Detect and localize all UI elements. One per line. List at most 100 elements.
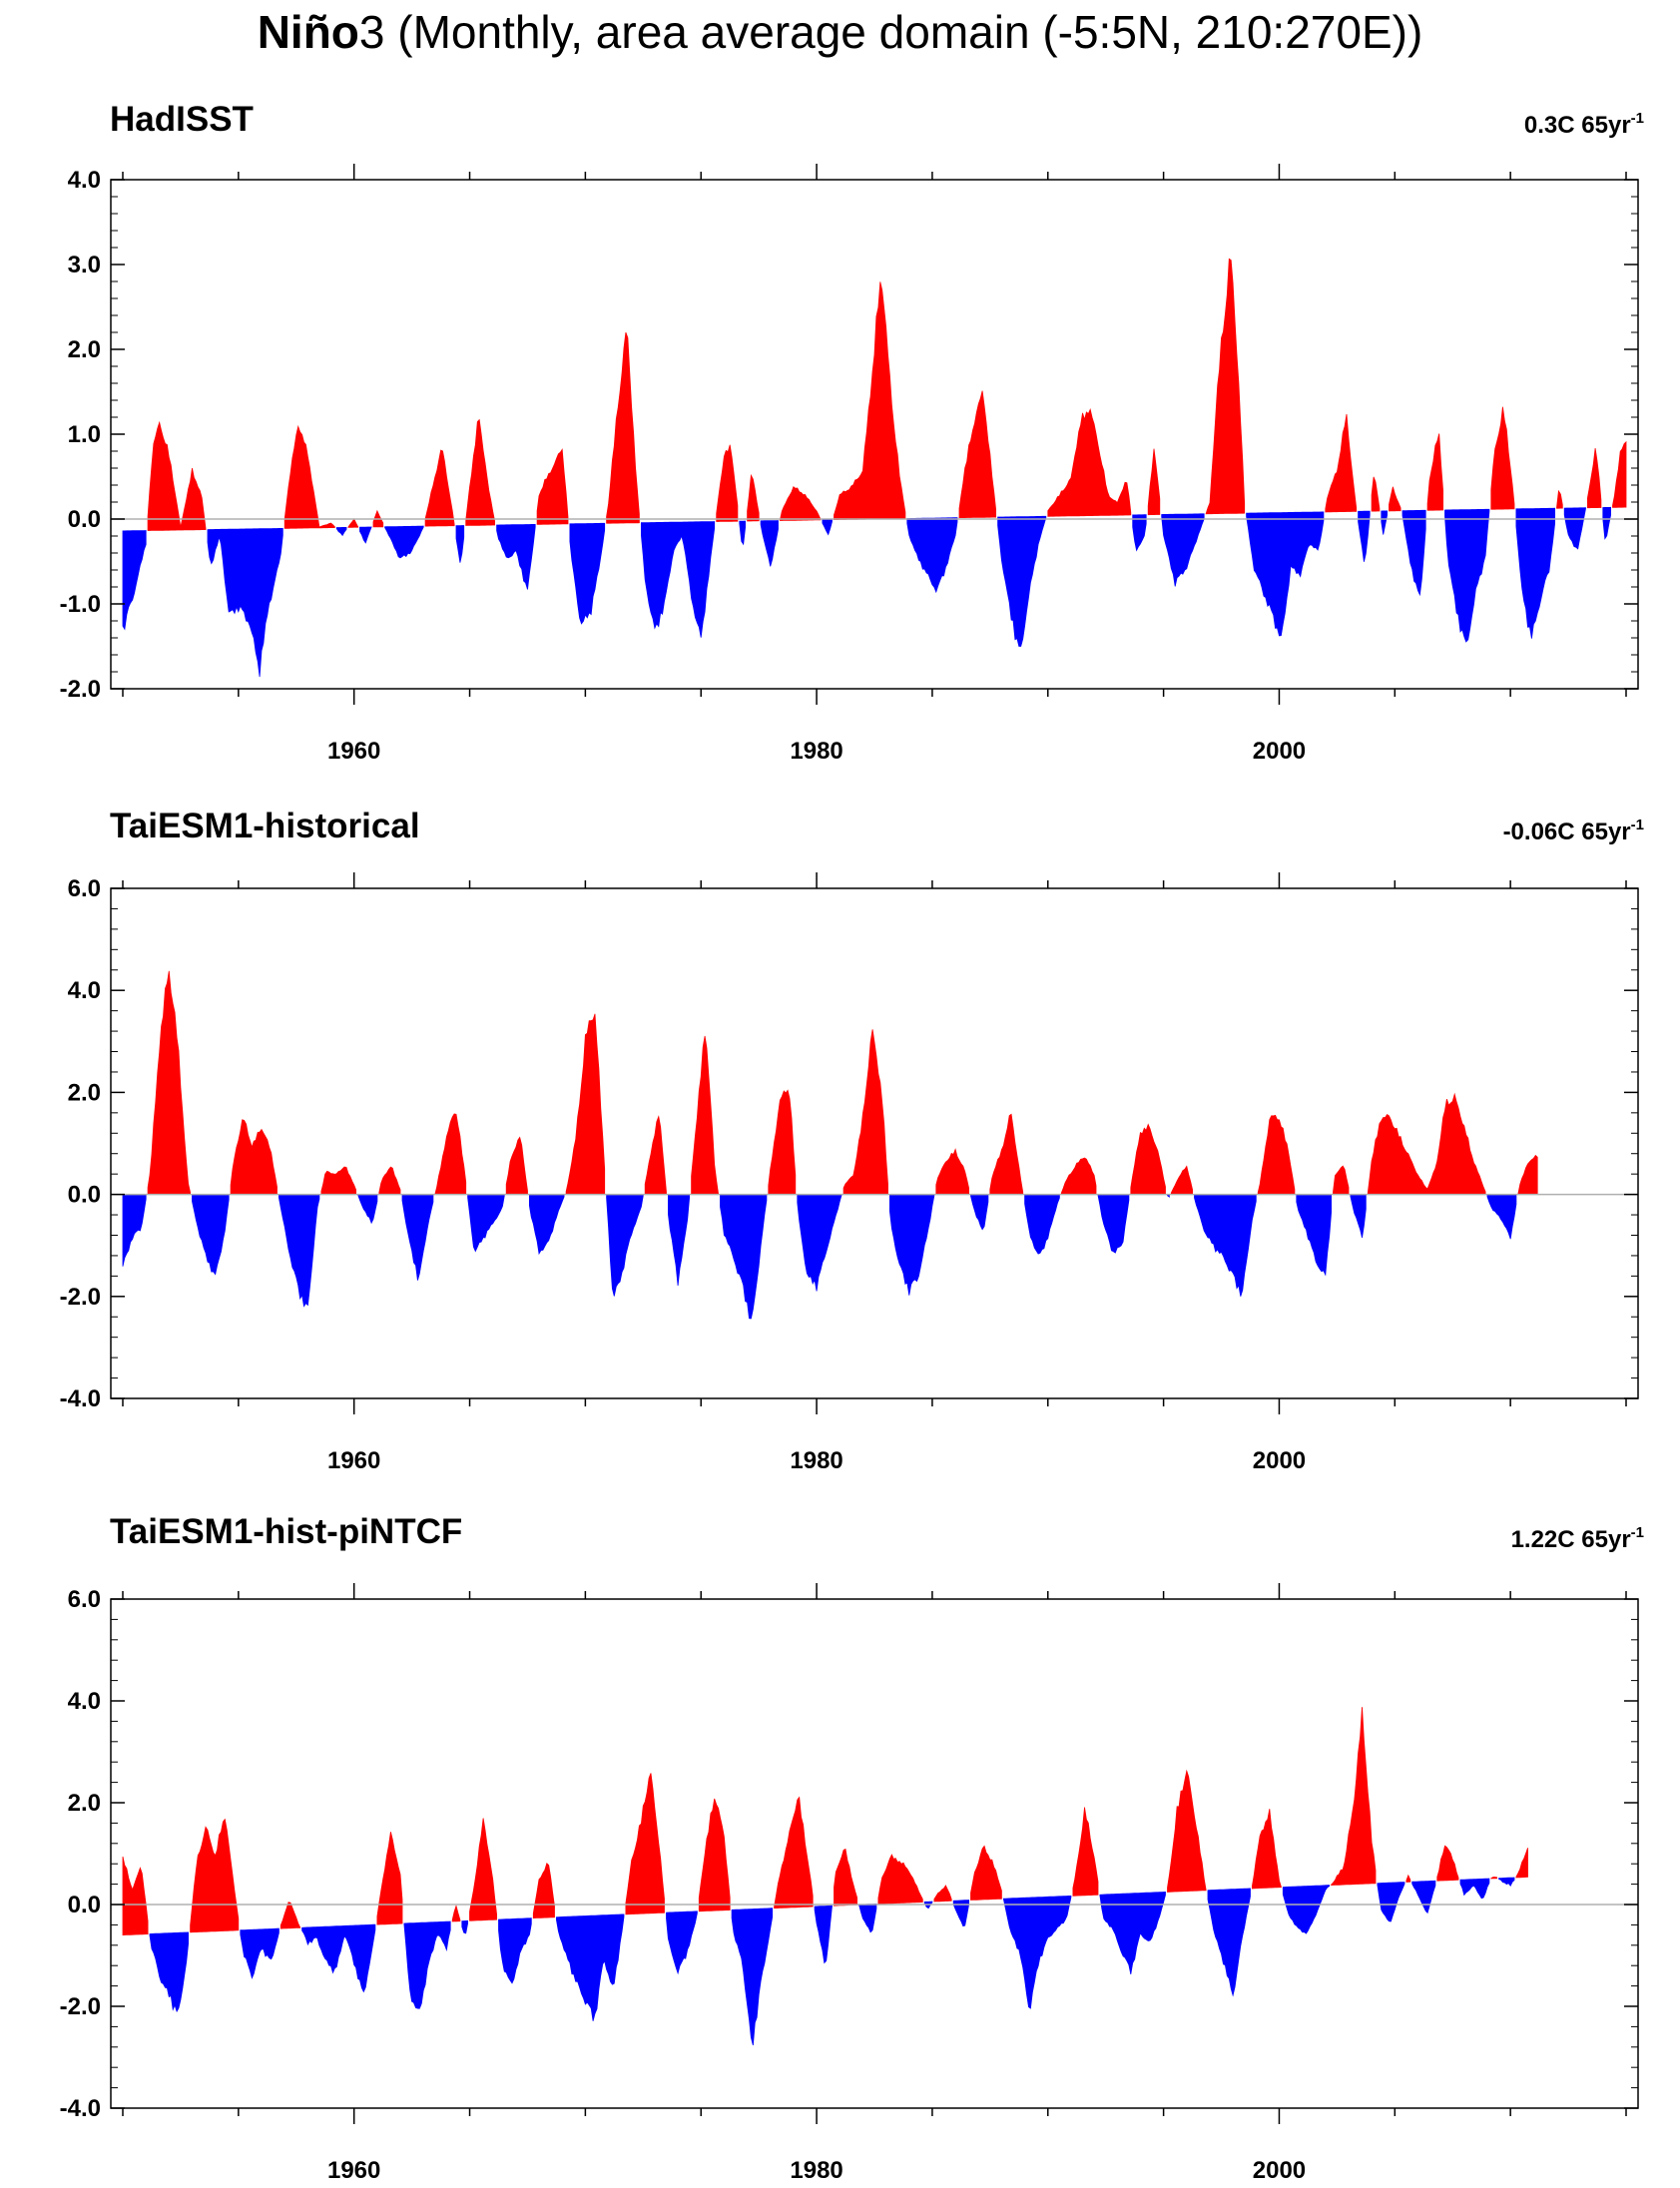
trend-exponent: -1 (1630, 817, 1644, 833)
panel-title-taiesm1-hist-pintcf: TaiESM1-hist-piNTCF (110, 1512, 463, 1551)
negative-anomaly-area (1401, 509, 1426, 597)
negative-anomaly-area (403, 1920, 451, 2009)
negative-anomaly-area (1459, 1878, 1490, 1900)
negative-anomaly-area (666, 1911, 698, 1975)
negative-anomaly-area (720, 1194, 768, 1320)
x-tick-label: 1960 (327, 1447, 380, 1474)
y-tick-label: -2.0 (60, 1284, 101, 1311)
positive-anomaly-area (1167, 1769, 1207, 1893)
positive-anomaly-area (1060, 1157, 1097, 1195)
positive-anomaly-area (1490, 1877, 1497, 1880)
negative-anomaly-area (1411, 1880, 1436, 1914)
negative-anomaly-area (1602, 506, 1611, 540)
chart-panel-taiesm1-historical: -4.0 -2.0 0.0 2.0 4.0 6.0 1960 1980 2000 (60, 872, 1639, 1474)
trend-value: 0.3C 65yr (1523, 112, 1631, 139)
negative-anomaly-area (970, 1194, 989, 1231)
trend-label-hadisst: 0.3C 65yr-1 (1524, 104, 1644, 141)
positive-anomaly-area (774, 1796, 814, 1909)
negative-anomaly-area (122, 1194, 147, 1267)
x-tick-label: 1980 (790, 738, 842, 765)
negative-anomaly-area (760, 520, 779, 567)
y-tick-label: 0.0 (68, 1892, 101, 1918)
positive-anomaly-area (283, 424, 335, 529)
positive-anomaly-area (1325, 413, 1358, 513)
negative-anomaly-area (606, 1194, 644, 1297)
positive-anomaly-area (691, 1035, 719, 1195)
positive-anomaly-area (834, 1848, 857, 1907)
positive-anomaly-area (1072, 1807, 1099, 1897)
x-tick-label: 2000 (1253, 1447, 1306, 1474)
positive-anomaly-area (1490, 406, 1515, 510)
y-tick-label: 6.0 (68, 875, 101, 902)
negative-anomaly-area (1444, 508, 1490, 643)
negative-anomaly-area (1161, 513, 1205, 587)
negative-anomaly-area (889, 1194, 935, 1296)
positive-anomaly-area (877, 1854, 923, 1905)
positive-anomaly-area (958, 390, 996, 519)
negative-anomaly-area (496, 524, 536, 590)
positive-anomaly-area (434, 1113, 467, 1195)
negative-anomaly-area (739, 520, 746, 546)
positive-anomaly-area (1331, 1707, 1377, 1887)
negative-anomaly-area (279, 1194, 320, 1308)
negative-anomaly-area (1350, 1194, 1367, 1238)
positive-anomaly-area (1047, 407, 1132, 517)
positive-anomaly-area (347, 518, 358, 528)
positive-anomaly-area (230, 1119, 278, 1195)
positive-anomaly-area (1426, 433, 1443, 511)
negative-anomaly-area (814, 1905, 833, 1964)
negative-anomaly-area (1024, 1194, 1060, 1255)
negative-anomaly-area (529, 1194, 565, 1256)
panel-title-hadisst: HadISST (110, 100, 254, 139)
plot-frame (110, 1598, 1639, 2109)
positive-anomaly-area (465, 418, 495, 526)
positive-anomaly-area (469, 1818, 497, 1921)
negative-anomaly-area (906, 517, 958, 594)
positive-anomaly-area (842, 1029, 888, 1195)
positive-anomaly-area (378, 1166, 401, 1195)
negative-anomaly-area (1097, 1194, 1130, 1254)
positive-anomaly-area (1130, 1123, 1166, 1195)
trend-label-taiesm1-hist-pintcf: 1.22C 65yr-1 (1511, 1518, 1644, 1555)
positive-anomaly-area (1405, 1874, 1411, 1883)
y-tick-label: 1.0 (68, 421, 101, 448)
positive-anomaly-area (147, 420, 207, 531)
y-tick-label: 2.0 (68, 336, 101, 363)
negative-anomaly-area (1207, 1888, 1251, 1997)
negative-anomaly-area (207, 528, 283, 678)
negative-anomaly-area (1132, 514, 1147, 552)
negative-anomaly-area (556, 1914, 625, 2021)
y-tick-label: -2.0 (60, 676, 101, 703)
negative-anomaly-area (192, 1194, 230, 1276)
trend-value: 1.22C 65yr (1510, 1526, 1631, 1553)
positive-anomaly-area (1147, 448, 1161, 516)
positive-anomaly-area (768, 1089, 797, 1195)
negative-anomaly-area (822, 519, 833, 536)
y-tick-label: -2.0 (60, 1993, 101, 2020)
x-tick-label: 2000 (1253, 2157, 1306, 2184)
negative-anomaly-area (301, 1923, 376, 1993)
positive-anomaly-area (1205, 258, 1246, 515)
negative-anomaly-area (1282, 1885, 1331, 1934)
negative-anomaly-area (240, 1927, 280, 1979)
positive-anomaly-area (1556, 489, 1563, 509)
negative-anomaly-area (952, 1900, 969, 1927)
negative-anomaly-area (997, 515, 1047, 647)
positive-anomaly-area (451, 1904, 461, 1922)
positive-anomaly-area (1389, 486, 1401, 512)
y-tick-label: 4.0 (68, 167, 101, 194)
positive-anomaly-area (1517, 1154, 1538, 1195)
negative-anomaly-area (797, 1194, 842, 1292)
y-tick-label: 4.0 (68, 1688, 101, 1715)
positive-anomaly-area (970, 1845, 1002, 1901)
positive-anomaly-area (147, 970, 191, 1195)
positive-anomaly-area (1371, 476, 1381, 512)
negative-anomaly-area (359, 526, 372, 544)
negative-anomaly-area (357, 1194, 378, 1225)
negative-anomaly-area (1246, 511, 1325, 637)
positive-anomaly-area (1515, 1848, 1528, 1879)
positive-anomaly-area (989, 1113, 1024, 1195)
positive-anomaly-area (505, 1136, 528, 1195)
negative-anomaly-area (569, 522, 606, 625)
positive-anomaly-area (1587, 448, 1602, 509)
